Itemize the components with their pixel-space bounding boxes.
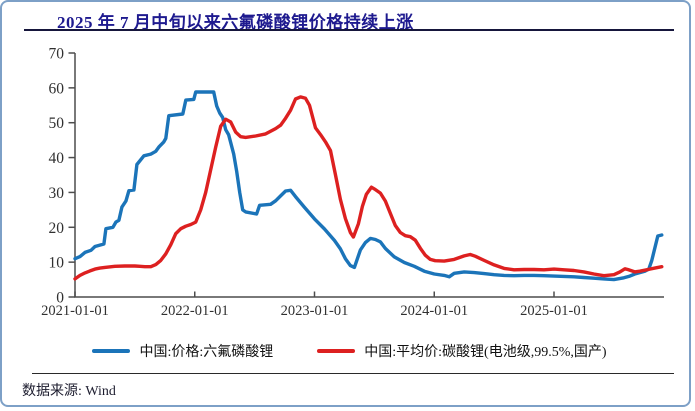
x-tick-label: 2023-01-01 xyxy=(281,303,349,319)
footer-divider xyxy=(32,373,674,374)
chart-legend: 中国:价格:六氟磷酸锂 中国:平均价:碳酸锂(电池级,99.5%,国产) xyxy=(2,340,695,362)
title-divider xyxy=(24,29,674,31)
red-line-swatch-icon xyxy=(317,349,356,353)
legend-item-lipf6: 中国:价格:六氟磷酸锂 xyxy=(92,341,273,361)
x-tick-label: 2024-01-01 xyxy=(400,303,468,319)
y-tick-label: 30 xyxy=(49,185,65,202)
data-source-label: 数据来源: Wind xyxy=(22,384,116,399)
series-line-0 xyxy=(73,90,664,282)
x-tick-label: 2025-01-01 xyxy=(520,303,588,319)
x-tick-label: 2021-01-01 xyxy=(41,303,109,319)
legend-label-lipf6: 中国:价格:六氟磷酸锂 xyxy=(139,345,274,360)
y-tick-label: 10 xyxy=(49,255,65,272)
series-line-1 xyxy=(73,95,664,281)
x-tick-label: 2022-01-01 xyxy=(161,303,229,319)
line-chart-plot: 0 10 20 30 40 50 60 70 2021-01-01 2022-01-01 2023-… xyxy=(41,46,664,319)
axis-lines xyxy=(74,53,664,298)
legend-label-lithium-carbonate: 中国:平均价:碳酸锂(电池级,99.5%,国产) xyxy=(364,345,607,360)
y-tick-label: 20 xyxy=(49,220,65,237)
y-tick-label: 50 xyxy=(49,115,65,132)
y-tick-label: 60 xyxy=(49,80,65,97)
y-tick-label: 40 xyxy=(49,150,65,167)
chart-title: 2025 年 7 月中旬以来六氟磷酸锂价格持续上涨 xyxy=(57,13,414,32)
y-tick-label: 0 xyxy=(56,290,64,307)
legend-item-lithium-carbonate: 中国:平均价:碳酸锂(电池级,99.5%,国产) xyxy=(317,341,607,361)
blue-line-swatch-icon xyxy=(92,349,131,353)
y-tick-label: 70 xyxy=(49,46,65,63)
